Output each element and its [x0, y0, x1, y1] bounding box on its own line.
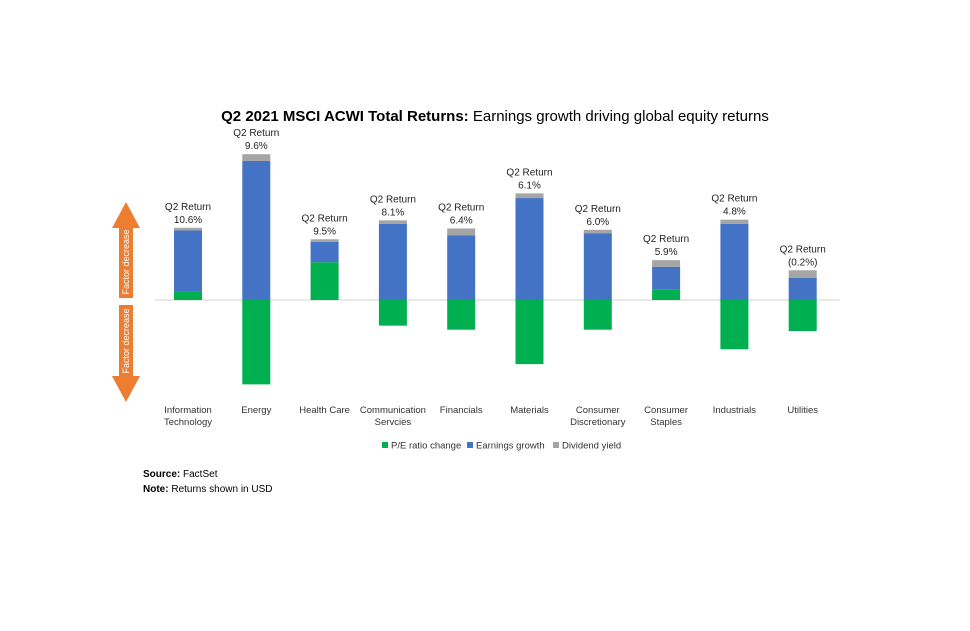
bar-earnings-growth-3	[378, 223, 407, 300]
bars-layer	[174, 154, 817, 385]
chart-notes: Source: FactSet Note: Returns shown in U…	[143, 467, 273, 497]
category-label-9-0: Utilities	[787, 405, 818, 416]
chart-title: Q2 2021 MSCI ACWI Total Returns: Earning…	[221, 108, 769, 125]
return-value-9: (0.2%)	[788, 257, 817, 268]
bar-earnings-growth-4	[447, 235, 476, 300]
category-label-6-1: Discretionary	[570, 417, 626, 428]
return-label-prefix-0: Q2 Return	[165, 202, 211, 213]
note-value: Returns shown in USD	[168, 484, 273, 495]
bar-dividend-yield-8	[720, 219, 749, 224]
bar-p-e-ratio-change-5	[515, 300, 544, 365]
legend-swatch-2	[553, 442, 559, 448]
bar-earnings-growth-5	[515, 198, 544, 300]
bar-dividend-yield-9	[788, 270, 817, 278]
category-label-2-0: Health Care	[299, 405, 350, 416]
bar-earnings-growth-1	[242, 160, 271, 300]
arrow-top-label: Factor decrease	[121, 229, 131, 294]
category-label-3-0: Communication	[360, 405, 426, 416]
bar-earnings-growth-9	[788, 277, 817, 300]
legend-label-0: P/E ratio change	[391, 441, 461, 452]
return-value-4: 6.4%	[450, 215, 473, 226]
bar-p-e-ratio-change-1	[242, 300, 271, 385]
source-value: FactSet	[180, 469, 218, 480]
bar-earnings-growth-7	[652, 266, 681, 290]
category-label-0-0: Information	[164, 405, 212, 416]
return-label-prefix-4: Q2 Return	[438, 202, 484, 213]
legend: P/E ratio change Earnings growth Dividend …	[382, 441, 621, 452]
bar-p-e-ratio-change-4	[447, 300, 476, 330]
bar-p-e-ratio-change-9	[788, 300, 817, 332]
bar-p-e-ratio-change-2	[310, 262, 339, 300]
bar-p-e-ratio-change-8	[720, 300, 749, 350]
return-label-prefix-7: Q2 Return	[643, 234, 689, 245]
legend-label-2: Dividend yield	[562, 441, 621, 452]
category-label-3-1: Servcies	[375, 417, 412, 428]
return-value-2: 9.5%	[313, 226, 336, 237]
return-value-3: 8.1%	[382, 207, 405, 218]
bar-dividend-yield-2	[310, 239, 339, 242]
return-value-7: 5.9%	[655, 247, 678, 258]
bar-p-e-ratio-change-6	[583, 300, 612, 330]
bar-earnings-growth-0	[174, 230, 202, 292]
bar-p-e-ratio-change-3	[378, 300, 407, 326]
factor-arrows: Factor decrease Factor decrease	[112, 202, 140, 402]
category-label-8-0: Industrials	[713, 405, 757, 416]
category-label-4-0: Financials	[440, 405, 483, 416]
return-label-prefix-3: Q2 Return	[370, 194, 416, 205]
bar-dividend-yield-0	[174, 227, 202, 231]
legend-swatch-1	[467, 442, 473, 448]
bar-dividend-yield-1	[242, 154, 271, 161]
category-label-7-1: Staples	[650, 417, 682, 428]
return-value-0: 10.6%	[174, 215, 202, 226]
legend-swatch-0	[382, 442, 388, 448]
return-value-6: 6.0%	[586, 217, 609, 228]
return-label-prefix-1: Q2 Return	[233, 128, 279, 139]
bar-dividend-yield-6	[583, 229, 612, 234]
legend-label-1: Earnings growth	[476, 441, 545, 452]
return-label-prefix-6: Q2 Return	[575, 204, 621, 215]
category-label-6-0: Consumer	[576, 405, 620, 416]
source-label: Source:	[143, 469, 181, 480]
bar-dividend-yield-4	[447, 228, 476, 236]
category-label-1-0: Energy	[241, 405, 271, 416]
return-value-8: 4.8%	[723, 207, 746, 218]
arrow-up-shape	[112, 202, 140, 298]
bar-earnings-growth-6	[583, 233, 612, 300]
bar-earnings-growth-2	[310, 241, 339, 263]
return-value-5: 6.1%	[518, 180, 541, 191]
arrow-down-shape	[112, 305, 140, 402]
bar-dividend-yield-5	[515, 193, 544, 199]
return-value-1: 9.6%	[245, 141, 268, 152]
bar-earnings-growth-8	[720, 223, 749, 300]
category-label-5-0: Materials	[510, 405, 549, 416]
bar-dividend-yield-7	[652, 260, 681, 267]
bar-p-e-ratio-change-7	[652, 289, 681, 300]
bar-p-e-ratio-change-0	[174, 291, 202, 300]
source-note: Source: FactSet	[143, 467, 273, 482]
return-label-prefix-9: Q2 Return	[780, 244, 826, 255]
units-note: Note: Returns shown in USD	[143, 482, 273, 497]
category-label-0-1: Technology	[164, 417, 212, 428]
note-label: Note:	[143, 484, 169, 495]
return-label-prefix-8: Q2 Return	[711, 194, 757, 205]
return-label-prefix-2: Q2 Return	[302, 213, 348, 224]
arrow-bottom-label: Factor decrease	[121, 308, 131, 373]
return-label-prefix-5: Q2 Return	[506, 167, 552, 178]
chart-title-rest: Earnings growth driving global equity re…	[469, 108, 769, 125]
bar-dividend-yield-3	[378, 220, 407, 224]
category-label-7-0: Consumer	[644, 405, 688, 416]
chart-title-bold: Q2 2021 MSCI ACWI Total Returns:	[221, 108, 469, 125]
